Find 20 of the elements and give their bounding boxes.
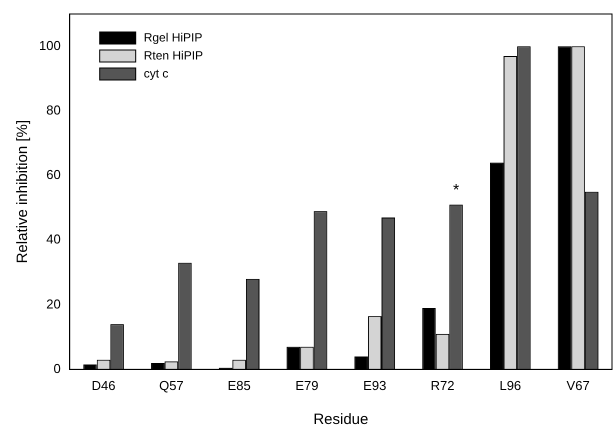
y-tick-label: 20 — [46, 296, 61, 312]
y-tick-label: 80 — [46, 102, 61, 118]
x-tick-label: L96 — [499, 378, 522, 393]
x-tick-label: Q57 — [159, 378, 184, 393]
legend-label: cyt c — [144, 66, 168, 80]
x-axis-title: Residue — [313, 411, 368, 428]
legend-label: Rten HiPIP — [144, 48, 204, 62]
x-tick-label: R72 — [430, 378, 454, 393]
y-tick-label: 100 — [38, 38, 61, 53]
y-axis-title: Relative inhibition [%] — [14, 120, 32, 264]
x-tick-label: E93 — [363, 378, 386, 393]
x-tick-label: E85 — [228, 378, 251, 393]
x-tick-label: D46 — [92, 378, 116, 393]
y-tick-label: 60 — [46, 167, 61, 182]
x-tick-label: E79 — [295, 378, 319, 393]
y-tick-label: 40 — [46, 232, 61, 247]
annotation: * — [452, 182, 460, 200]
legend-label: Rgel HiPIP — [144, 30, 202, 44]
y-tick-label: 0 — [53, 360, 61, 376]
x-tick-label: V67 — [566, 378, 590, 393]
